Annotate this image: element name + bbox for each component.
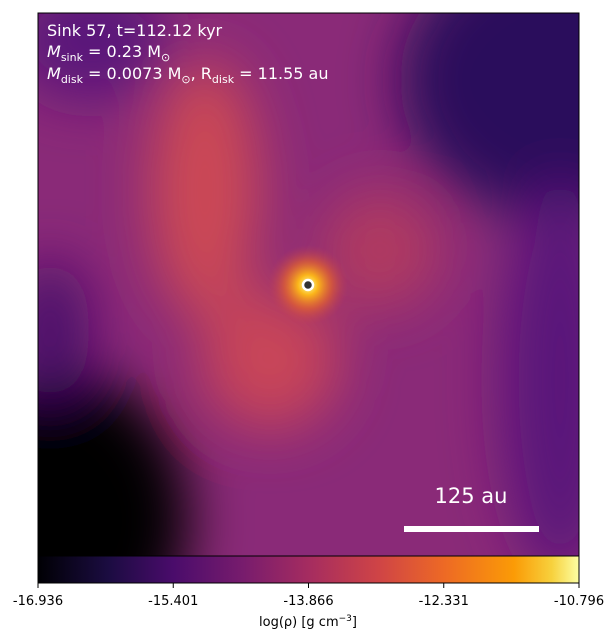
sink-marker bbox=[301, 278, 315, 292]
tick-label: -16.936 bbox=[13, 594, 63, 609]
annotation-text: Sink 57, t=112.12 kyr bbox=[47, 21, 223, 40]
annotation-text: log(ρ) [g cm bbox=[259, 615, 339, 630]
colorbar bbox=[37, 555, 580, 584]
script-text: −3 bbox=[339, 614, 352, 624]
annotation-text: = 0.0073 M bbox=[83, 64, 181, 83]
scale-bar bbox=[404, 526, 539, 532]
annotation-line: Sink 57, t=112.12 kyr bbox=[47, 21, 223, 40]
script-text: ⊙ bbox=[161, 51, 170, 64]
script-text: disk bbox=[212, 73, 235, 86]
annotation-line: Msink = 0.23 M⊙ bbox=[47, 42, 170, 64]
annotation-text: M bbox=[47, 64, 61, 83]
colorbar-label: log(ρ) [g cm−3] bbox=[259, 614, 357, 630]
tick-label: -12.331 bbox=[419, 594, 469, 609]
script-text: sink bbox=[61, 51, 84, 64]
tick-label: -13.866 bbox=[283, 594, 333, 609]
colorbar-ticks: -16.936 -15.401 -13.866 -12.331 -10.796 bbox=[13, 583, 604, 609]
script-text: ⊙ bbox=[181, 73, 190, 86]
annotation-text: , R bbox=[191, 64, 212, 83]
tick-label: -15.401 bbox=[148, 594, 198, 609]
annotation-text: M bbox=[47, 42, 61, 61]
tick-label: -10.796 bbox=[554, 594, 604, 609]
annotation-text: = 0.23 M bbox=[83, 42, 161, 61]
annotation-text: = 11.55 au bbox=[234, 64, 328, 83]
annotation-text: ] bbox=[352, 615, 357, 630]
script-text: disk bbox=[61, 73, 84, 86]
annotation-line: Mdisk = 0.0073 M⊙, Rdisk = 11.55 au bbox=[47, 64, 328, 86]
scale-bar-label: 125 au bbox=[435, 484, 508, 508]
